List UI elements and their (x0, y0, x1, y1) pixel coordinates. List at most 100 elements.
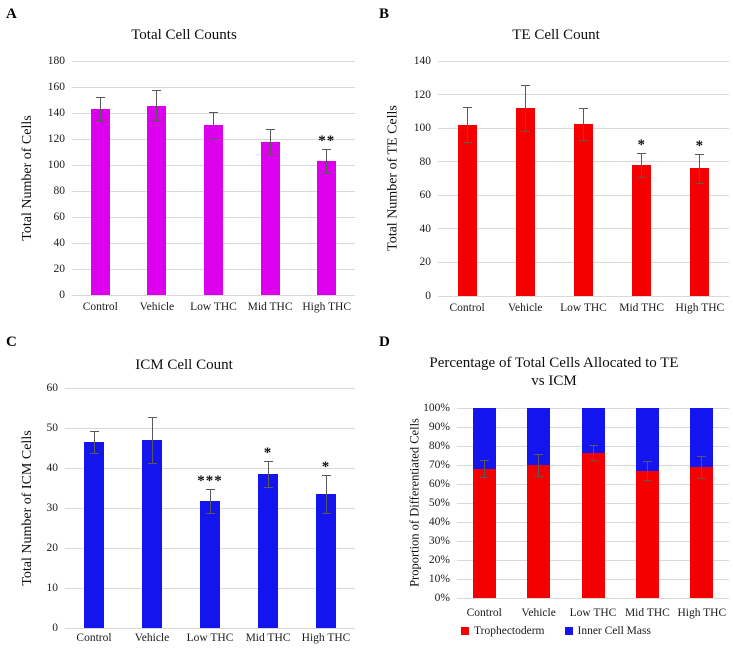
error-bar-cap (534, 476, 544, 478)
error-bar-cap (462, 142, 472, 144)
y-tick-label: 20 (419, 256, 432, 269)
bar (200, 501, 220, 628)
error-bar-cap (520, 85, 530, 87)
category-label: Control (76, 632, 112, 644)
bar (515, 108, 535, 296)
error-bar-cap (642, 480, 652, 482)
error-bar-cap (697, 478, 707, 480)
error-bar-cap (462, 107, 472, 109)
gridline (65, 627, 355, 629)
error-bar-line (267, 460, 269, 488)
panel-d-te-vs-icm-percentage: D Percentage of Total Cells Allocated to… (366, 325, 733, 649)
error-bar-cap (588, 460, 598, 462)
bar (457, 124, 477, 296)
bar-segment-trophectoderm (635, 470, 659, 598)
error-bar-line (646, 461, 648, 481)
category-label: Control (466, 607, 502, 619)
y-tick-label: 120 (413, 88, 431, 101)
error-bar-cap (263, 460, 273, 462)
category-label: Vehicle (508, 302, 543, 314)
error-bar-cap (321, 512, 331, 514)
y-tick-label: 100% (423, 402, 450, 414)
error-bar-line (701, 455, 703, 479)
gridline (65, 387, 355, 389)
category-label: Vehicle (139, 301, 175, 313)
y-axis-title-a: Total Number of Cells (20, 115, 35, 241)
gridline (72, 60, 355, 62)
significance-stars: * (695, 138, 705, 155)
significance-stars: * (263, 444, 273, 461)
chart-title-d: Percentage of Total Cells Allocated to T… (380, 354, 728, 390)
y-tick-label: 10% (428, 573, 450, 585)
category-label: High THC (301, 632, 351, 644)
category-label: High THC (677, 607, 727, 619)
y-tick-label: 60 (46, 382, 59, 394)
gridline (72, 86, 355, 88)
y-tick-label: 120 (47, 133, 65, 145)
plot-area-a: 0 20 40 60 80 100 120 140 160 180 Control Vehicle Lo… (48, 55, 355, 313)
significance-stars: *** (197, 473, 223, 490)
trophectoderm-swatch (461, 627, 470, 635)
category-label: Mid THC (619, 302, 665, 314)
error-bar-cap (89, 452, 99, 454)
error-bar-line (156, 90, 158, 122)
category-label: Control (449, 302, 485, 314)
y-tick-label: 70% (428, 459, 450, 471)
y-tick-label: 140 (413, 55, 431, 67)
error-bar-cap (147, 417, 157, 419)
bar-segment-trophectoderm (527, 465, 551, 598)
y-tick-label: 90% (428, 421, 450, 433)
error-bar-cap (479, 460, 489, 462)
y-tick-label: 100 (47, 159, 65, 171)
y-tick-label: 0% (434, 592, 450, 604)
y-tick-label: 140 (47, 107, 65, 119)
y-tick-label: 50% (428, 497, 450, 509)
panel-letter-d: D (379, 334, 390, 350)
gridline (438, 94, 729, 96)
y-tick-label: 100 (413, 122, 431, 135)
bar-segment-inner-cell-mass (690, 408, 714, 467)
bar (142, 440, 162, 628)
error-bar-cap (321, 475, 331, 477)
category-label: High THC (302, 301, 352, 313)
error-bar-cap (579, 108, 588, 109)
panel-c-icm-cell-count: C ICM Cell Count Total Number of ICM Cel… (0, 325, 366, 649)
gridline (72, 294, 355, 296)
error-bar-cap (263, 487, 273, 489)
error-bar-cap (89, 431, 99, 433)
chart-title-line: TE Cell Count (512, 27, 600, 43)
error-bar-cap (152, 90, 162, 92)
error-bar-cap (147, 462, 157, 464)
error-bar-line (325, 475, 327, 513)
significance-stars: * (321, 459, 331, 476)
bar (317, 161, 337, 295)
error-bar-line (213, 112, 214, 139)
bar (632, 165, 652, 296)
y-tick-label: 30 (46, 502, 59, 514)
error-bar-cap (322, 172, 332, 174)
panel-letter-c: C (6, 334, 17, 350)
gridline (65, 427, 355, 429)
error-bar-cap (695, 182, 705, 184)
y-tick-label: 20% (428, 554, 450, 566)
panel-a-total-cell-counts: A Total Cell Counts Total Number of Cell… (0, 0, 366, 325)
chart-title-a: Total Cell Counts (8, 26, 360, 44)
category-label: Mid THC (624, 607, 670, 619)
bar-segment-inner-cell-mass (635, 408, 659, 471)
y-tick-label: 0 (52, 622, 58, 634)
y-tick-label: 40 (46, 462, 59, 474)
y-tick-label: 80 (419, 155, 432, 168)
category-label: Low THC (190, 301, 237, 313)
error-bar-cap (265, 129, 275, 131)
error-bar-cap (152, 121, 162, 123)
panel-letter-a: A (6, 6, 17, 22)
plot-area-d: 0% 10% 20% 30% 40% 50% 60% 70% 80% 90% 100% Control… (423, 402, 729, 619)
error-bar-line (524, 85, 526, 131)
bar-segment-trophectoderm (690, 466, 714, 598)
plot-area-c: 0 10 20 30 40 50 60 Control Vehicle *** Low THC * Mi… (47, 382, 355, 644)
legend-item-inner-cell-mass: Inner Cell Mass (564, 625, 651, 637)
error-bar-line (99, 96, 101, 122)
chart-title-line: vs ICM (531, 373, 577, 389)
bar-segment-inner-cell-mass (472, 408, 496, 469)
